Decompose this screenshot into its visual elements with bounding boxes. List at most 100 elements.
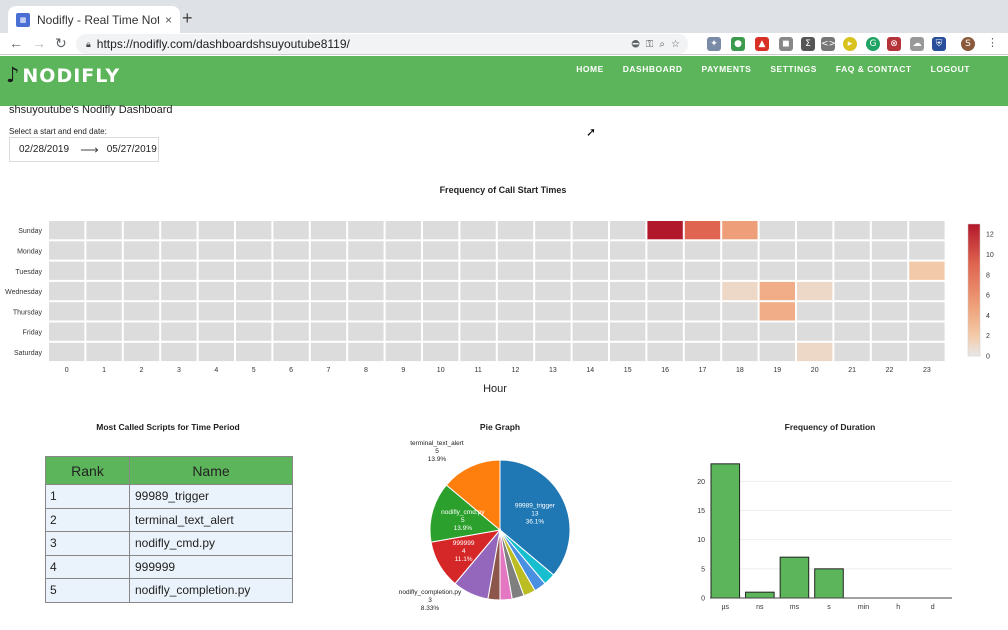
heatmap-cell — [684, 342, 721, 362]
heatmap-cell — [236, 281, 272, 301]
browser-menu-icon[interactable]: ⋮ — [987, 37, 998, 49]
extension-puzzle-icon[interactable]: ✦ — [707, 37, 721, 51]
heatmap-cell — [647, 322, 683, 341]
extension-sigma-icon[interactable]: Σ — [801, 37, 815, 51]
nav-home[interactable]: HOME — [576, 64, 604, 74]
heatmap-cell — [161, 281, 197, 301]
heatmap-cell — [647, 281, 683, 301]
pie-slice — [429, 484, 502, 543]
nav-payments[interactable]: PAYMENTS — [701, 64, 752, 74]
heatmap-cell — [460, 322, 496, 341]
heatmap-cell — [423, 342, 459, 362]
heatmap-cell — [759, 342, 795, 362]
extension-cloud-icon[interactable]: ☁ — [910, 37, 924, 51]
nav-settings[interactable]: SETTINGS — [770, 64, 817, 74]
heatmap-cell — [535, 281, 571, 301]
column-header-name[interactable]: Name — [129, 456, 293, 485]
extension-gray-icon[interactable]: ◼ — [779, 37, 793, 51]
start-date-input[interactable]: 02/28/2019 — [19, 144, 70, 155]
heatmap-cell — [909, 322, 945, 341]
new-tab-button[interactable]: + — [182, 8, 193, 28]
nav-faq-contact[interactable]: FAQ & CONTACT — [835, 64, 912, 74]
heatmap-cell — [647, 241, 683, 260]
bar-x-tick: h — [896, 604, 900, 611]
heatmap-cell — [385, 221, 421, 240]
pie-slice-label: nodifly_completion.py — [399, 589, 462, 596]
heatmap-cell — [348, 281, 384, 301]
extension-vpn-icon[interactable]: ⛨ — [932, 37, 946, 51]
back-icon[interactable]: ← — [9, 35, 23, 51]
colorbar-tick: 12 — [986, 232, 994, 239]
nav-dashboard[interactable]: DASHBOARD — [622, 64, 683, 74]
heatmap-cell — [610, 342, 646, 362]
heatmap-cell — [797, 322, 833, 341]
heatmap-cell — [909, 281, 945, 301]
nodifly-logo[interactable]: ♪ NODIFLY — [6, 63, 120, 87]
duration-bar-chart[interactable]: Frequency of Duration 0 5 10 15 20 µs ns ms s min h… — [680, 418, 980, 613]
heatmap-cell — [722, 302, 758, 321]
key-icon[interactable]: ⚿ — [645, 38, 654, 50]
forward-icon[interactable]: → — [32, 35, 46, 51]
heatmap-cell — [797, 342, 833, 362]
heatmap-cell — [572, 241, 608, 260]
app-header: ♪ NODIFLY HOME DASHBOARD PAYMENTS SETTING… — [0, 56, 1008, 106]
table-row[interactable]: 3 nodifly_cmd.py — [45, 531, 293, 556]
url-text: https://nodifly.com/dashboardshsuyoutube… — [96, 37, 350, 51]
address-bar[interactable]: 🔒︎ https://nodifly.com/dashboardshsuyout… — [76, 34, 688, 54]
profile-avatar[interactable]: S — [961, 37, 975, 51]
tab-close-icon[interactable]: × — [164, 12, 172, 27]
bookmark-star-icon[interactable]: ☆ — [671, 38, 680, 50]
rank-cell: 5 — [45, 578, 130, 603]
call-start-heatmap[interactable]: Frequency of Call Start Times Sunday Monda… — [3, 168, 1003, 404]
extension-grammar-icon[interactable]: G — [866, 37, 880, 51]
heatmap-cell — [722, 322, 758, 341]
extension-shield-icon[interactable]: ⊗ — [887, 37, 901, 51]
zoom-icon[interactable]: ⌕ — [659, 38, 666, 50]
rank-cell: 4 — [45, 554, 130, 579]
browser-toolbar: ← → ↻ 🔒︎ https://nodifly.com/dashboardsh… — [0, 33, 1008, 55]
heatmap-hour-tick: 20 — [811, 367, 819, 374]
extension-yellow-icon[interactable]: ▸ — [843, 37, 857, 51]
table-row[interactable]: 4 999999 — [45, 554, 293, 579]
reload-icon[interactable]: ↻ — [55, 35, 67, 51]
heatmap-cell — [310, 342, 347, 362]
heatmap-hour-tick: 22 — [886, 367, 894, 374]
heatmap-cell — [834, 302, 870, 321]
table-row[interactable]: 1 99989_trigger — [45, 484, 293, 509]
browser-tab[interactable]: ▦ Nodifly - Real Time Notificatio × — [8, 6, 180, 33]
heatmap-cell — [198, 342, 234, 362]
heatmap-cell — [497, 302, 534, 321]
heatmap-cell — [797, 281, 833, 301]
date-range-picker[interactable]: 02/28/2019 ⟶ 05/27/2019 — [9, 137, 159, 162]
colorbar-tick: 4 — [986, 313, 990, 320]
heatmap-cell — [236, 302, 272, 321]
heatmap-cell — [535, 302, 571, 321]
heatmap-cell — [722, 241, 758, 260]
extension-green-icon[interactable]: ● — [731, 37, 745, 51]
heatmap-hour-tick: 1 — [102, 367, 106, 374]
pie-title: Pie Graph — [480, 422, 520, 432]
heatmap-title: Frequency of Call Start Times — [440, 185, 567, 195]
column-header-rank[interactable]: Rank — [45, 456, 130, 485]
blocked-popup-icon[interactable]: ⛔︎ — [631, 38, 640, 50]
heatmap-cell — [236, 241, 272, 260]
heatmap-cell — [871, 241, 908, 260]
end-date-input[interactable]: 05/27/2019 — [106, 144, 157, 155]
heatmap-cell — [610, 261, 646, 280]
heatmap-cell — [497, 322, 534, 341]
extension-code-icon[interactable]: <> — [821, 37, 837, 51]
table-row[interactable]: 2 terminal_text_alert — [45, 507, 293, 532]
extension-red-icon[interactable]: ▲ — [755, 37, 769, 51]
site-favicon-icon: ▦ — [16, 12, 30, 27]
heatmap-cell — [647, 302, 683, 321]
nav-logout[interactable]: LOGOUT — [930, 64, 970, 74]
heatmap-hour-tick: 15 — [624, 367, 632, 374]
pie-slice-label: 99989_trigger — [515, 503, 556, 510]
heatmap-cell — [647, 342, 683, 362]
heatmap-cell — [86, 322, 122, 341]
table-row[interactable]: 5 nodifly_completion.py — [45, 578, 293, 603]
heatmap-cell — [722, 221, 758, 240]
pie-slice-label: 13.9% — [428, 456, 447, 463]
heatmap-cell — [684, 221, 721, 240]
